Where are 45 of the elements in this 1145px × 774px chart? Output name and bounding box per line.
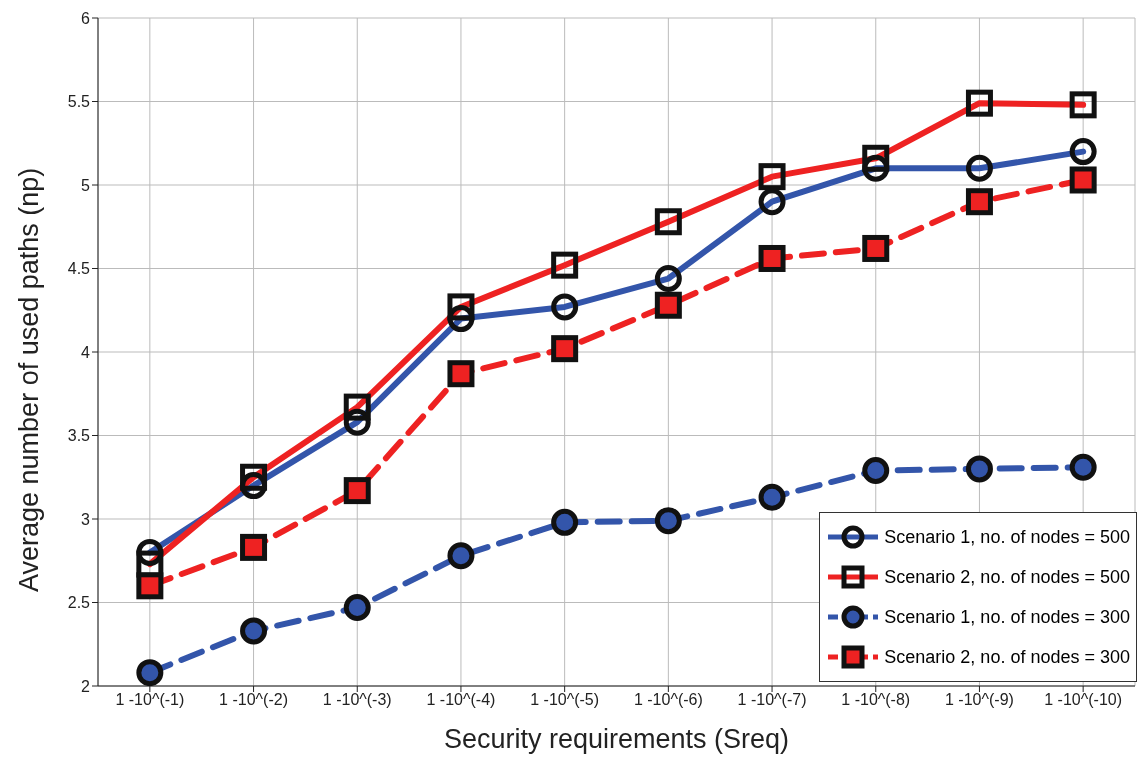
point	[758, 483, 786, 511]
x-tick-label: 1 -10^(-2)	[219, 691, 288, 709]
y-tick-label: 2	[81, 677, 91, 695]
point	[965, 188, 993, 216]
point	[447, 542, 475, 570]
x-tick-label: 1 -10^(-3)	[322, 691, 392, 709]
legend-label: Scenario 1, no. of nodes = 500	[884, 526, 1130, 548]
point	[758, 244, 786, 272]
x-tick-label: 1 -10^(-9)	[945, 691, 1014, 709]
point	[551, 335, 579, 363]
point	[1069, 166, 1097, 194]
point	[654, 291, 682, 319]
y-tick-label: 6	[81, 9, 91, 27]
y-tick-label: 4	[81, 343, 91, 361]
point	[965, 455, 993, 483]
point	[551, 508, 579, 536]
x-tick-label: 1 -10^(-5)	[530, 691, 600, 709]
y-axis-title: Average number of used paths (np)	[13, 167, 44, 592]
y-tick-label: 3	[81, 510, 91, 528]
y-tick-label: 3.5	[67, 427, 91, 445]
legend-label: Scenario 2, no. of nodes = 500	[884, 566, 1130, 588]
legend-label: Scenario 1, no. of nodes = 300	[884, 606, 1130, 628]
point	[240, 533, 268, 561]
y-tick-label: 2.5	[67, 594, 91, 612]
x-tick-label: 1 -10^(-7)	[737, 691, 807, 709]
point	[343, 594, 371, 622]
x-tick-label: 1 -10^(-1)	[115, 691, 185, 709]
y-tick-label: 5	[81, 176, 91, 194]
point	[862, 457, 890, 485]
point	[1069, 453, 1097, 481]
point	[447, 360, 475, 388]
legend-label: Scenario 2, no. of nodes = 300	[884, 646, 1130, 668]
point	[136, 572, 164, 600]
y-tick-label: 4.5	[67, 260, 91, 278]
x-tick-label: 1 -10^(-8)	[841, 691, 911, 709]
point	[136, 659, 164, 686]
x-tick-label: 1 -10^(-4)	[426, 691, 496, 709]
point	[343, 477, 371, 505]
point	[240, 617, 268, 645]
x-tick-label: 1 -10^(-10)	[1044, 691, 1123, 709]
x-tick-label: 1 -10^(-6)	[633, 691, 703, 709]
x-axis-title: Security requirements (Sreq)	[443, 724, 790, 754]
point	[654, 507, 682, 535]
y-tick-label: 5.5	[67, 93, 91, 111]
point	[862, 234, 890, 262]
